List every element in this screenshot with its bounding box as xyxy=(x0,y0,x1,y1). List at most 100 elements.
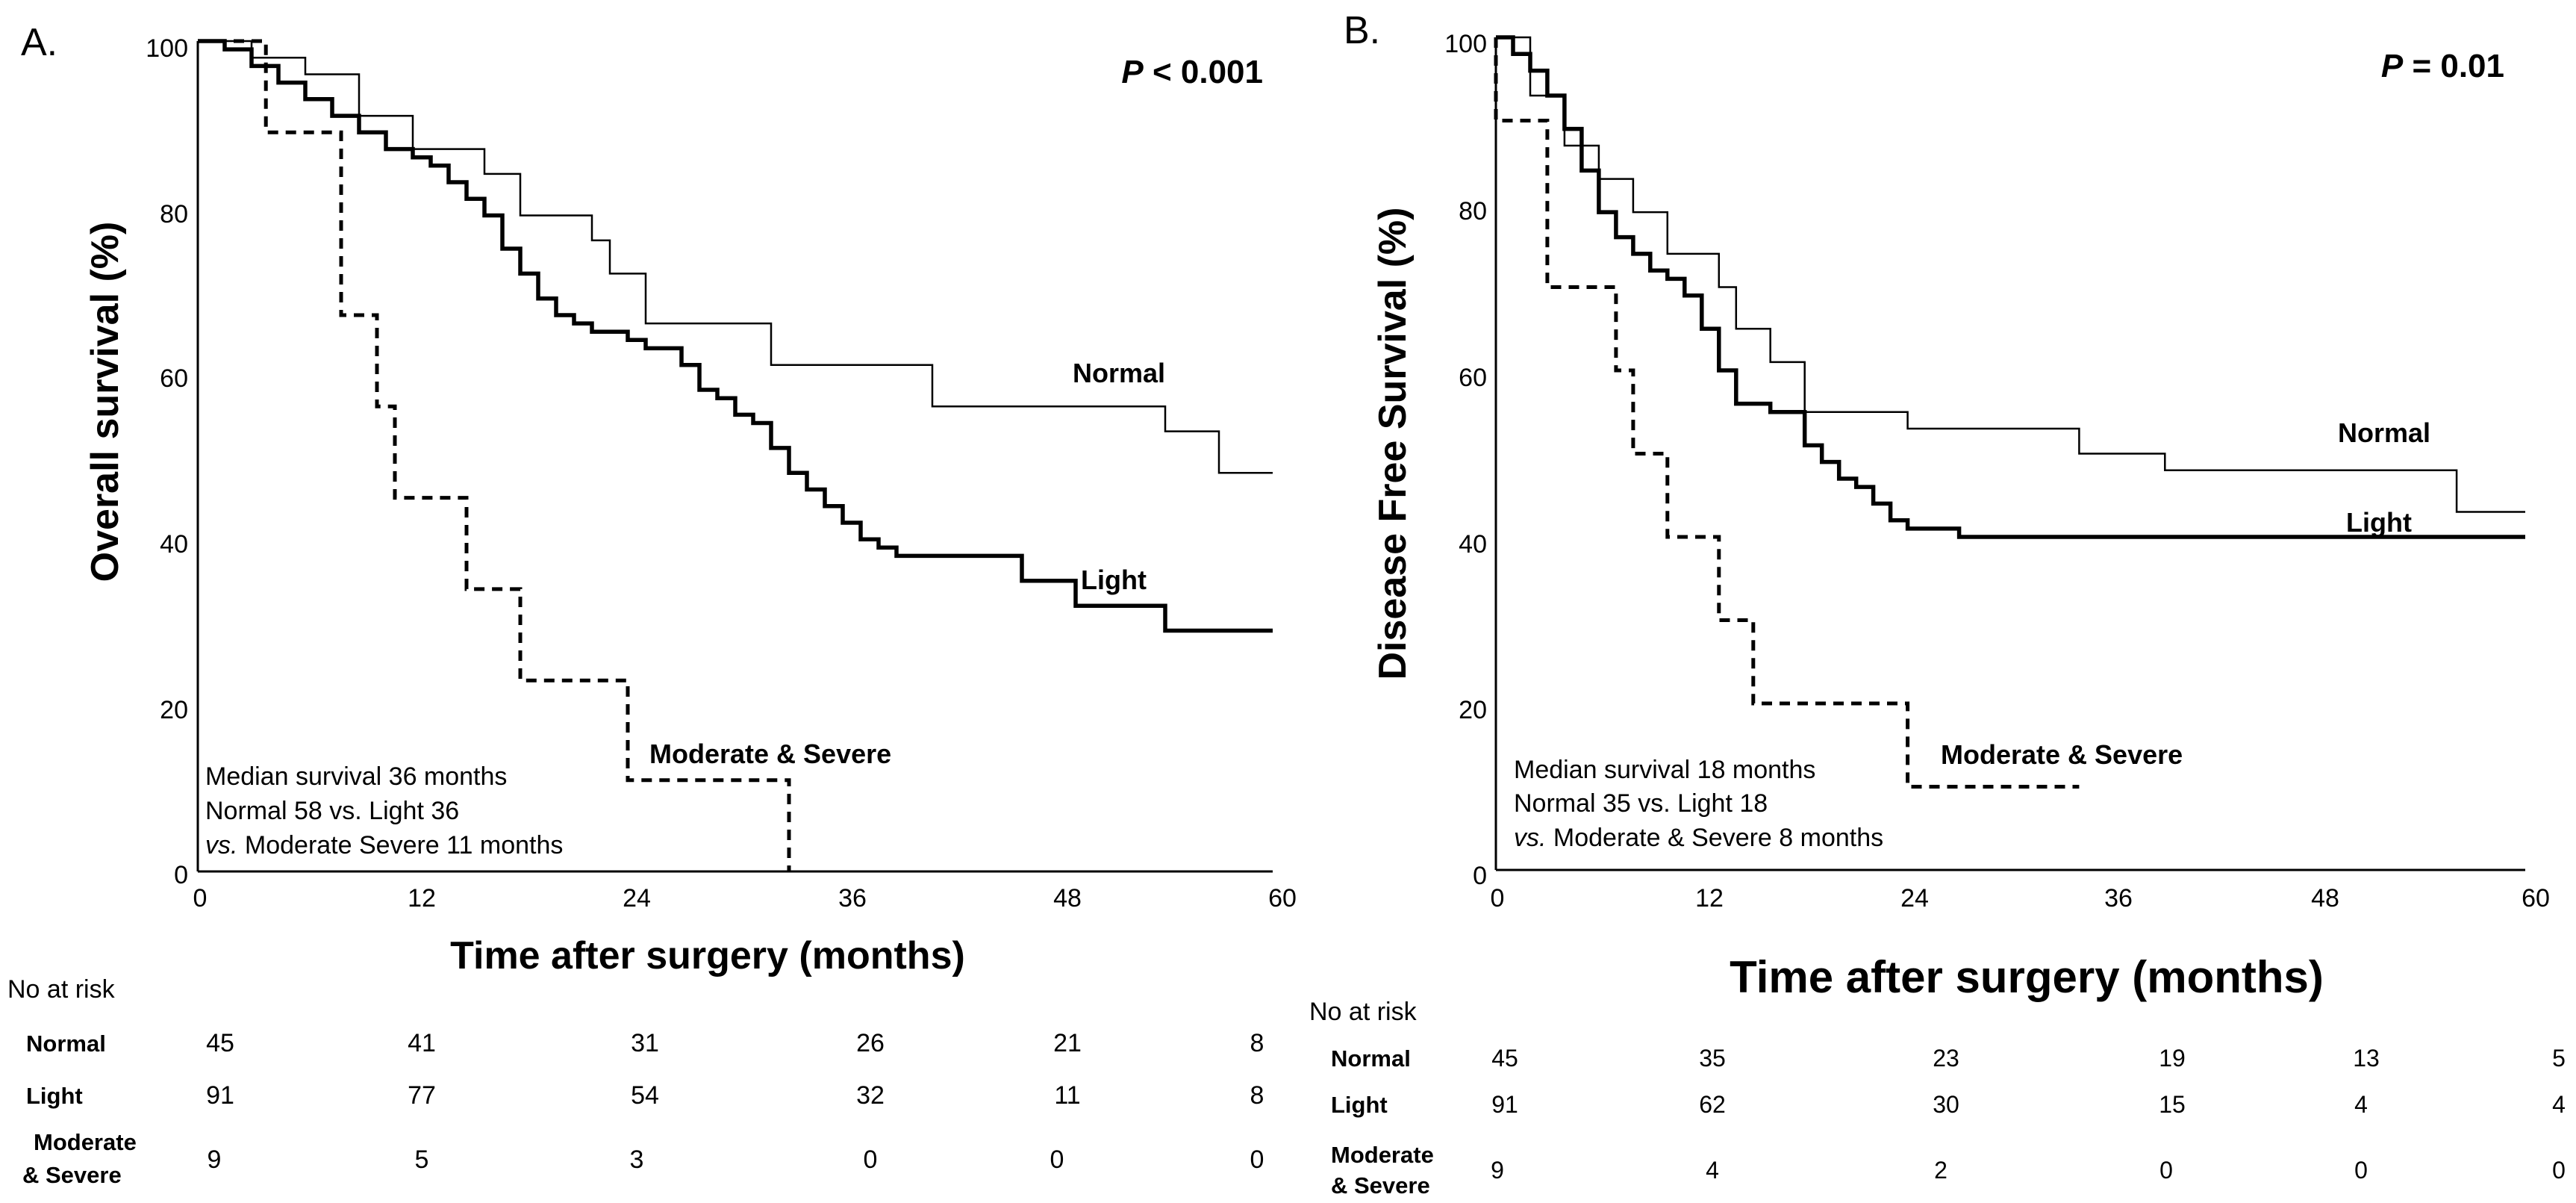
panel-a-xtick-48: 48 xyxy=(1053,884,1082,913)
panel-b-risk-modsev-12: 4 xyxy=(1706,1157,1719,1184)
panel-b-series-label-light: Light xyxy=(2346,507,2412,538)
panel-b-ytick-80: 80 xyxy=(1459,197,1487,226)
panel-b-ytick-40: 40 xyxy=(1459,530,1487,559)
panel-a-risk-light-12: 77 xyxy=(408,1081,436,1110)
panel-a-p-value: P < 0.001 xyxy=(1121,54,1263,90)
panel-b-xtick-12: 12 xyxy=(1695,884,1724,913)
panel-b-curve-light xyxy=(1496,35,2525,539)
panel-b-label: B. xyxy=(1344,9,1380,52)
panel-b-y-ticks: 100 80 60 40 20 0 xyxy=(1444,30,1487,890)
panel-a-risk-light-36: 32 xyxy=(856,1081,885,1110)
panel-a-xtick-24: 24 xyxy=(623,884,651,913)
panel-b-annotation-line-2: Normal 35 vs. Light 18 xyxy=(1514,789,1768,818)
panel-b-risk-modsev-0: 9 xyxy=(1491,1157,1504,1184)
panel-b-risk-header: No at risk xyxy=(1309,998,1418,1026)
panel-a-ytick-20: 20 xyxy=(160,696,188,724)
panel-b-xtick-36: 36 xyxy=(2104,884,2133,913)
panel-a-y-ticks: 100 80 60 40 20 0 xyxy=(146,34,188,889)
panel-b-risk-normal-24: 23 xyxy=(1933,1045,1959,1072)
panel-a-series-label-normal: Normal xyxy=(1073,358,1165,388)
panel-b-curve-normal xyxy=(1496,36,2525,513)
panel-a-curve-normal xyxy=(198,40,1273,474)
panel-b-curves xyxy=(1494,35,2525,789)
panel-b-x-ticks: 0 12 24 36 48 60 xyxy=(1491,884,2550,913)
panel-a-ytick-40: 40 xyxy=(160,530,188,559)
panel-a-xtick-36: 36 xyxy=(838,884,867,913)
panel-a-risk-modsev-48: 0 xyxy=(1050,1146,1064,1174)
panel-a-ytick-0: 0 xyxy=(174,861,188,889)
panel-b-risk-light-60: 4 xyxy=(2552,1091,2566,1118)
panel-a-xtick-0: 0 xyxy=(193,884,208,913)
panel-a-risk-modsev-24: 3 xyxy=(630,1146,644,1174)
panel-b-risk-modsev-48: 0 xyxy=(2354,1157,2368,1184)
panel-a-risk-normal-0: 45 xyxy=(206,1029,234,1057)
panel-a-risk-modsev-12: 5 xyxy=(415,1146,429,1174)
panel-a-risk-header: No at risk xyxy=(7,975,116,1004)
panel-b-risk-light-48: 4 xyxy=(2354,1091,2368,1118)
panel-a-curve-moderate-and-severe xyxy=(198,39,791,871)
panel-a-risk-light-48: 11 xyxy=(1054,1081,1080,1110)
panel-b-x-axis-label: Time after surgery (months) xyxy=(1730,952,2324,1002)
panel-b-risk-light-36: 15 xyxy=(2159,1091,2186,1118)
panel-b-risk-normal-60: 5 xyxy=(2552,1045,2566,1072)
panel-a-risk-label-moderate: Moderate xyxy=(34,1129,137,1155)
panel-a-x-ticks: 0 12 24 36 48 60 xyxy=(193,884,1297,913)
panel-a-annotation-line-2: Normal 58 vs. Light 36 xyxy=(205,797,459,825)
panel-a-y-axis-label: Overall survival (%) xyxy=(84,222,127,582)
panel-b-ytick-20: 20 xyxy=(1459,696,1487,724)
panel-b-risk-normal-36: 19 xyxy=(2159,1045,2186,1072)
panel-a-curves xyxy=(198,39,1273,871)
panel-a-series-label-light: Light xyxy=(1081,565,1147,595)
panel-a-x-axis-label: Time after surgery (months) xyxy=(450,934,965,977)
panel-a-risk-normal-12: 41 xyxy=(408,1029,436,1057)
panel-a-axes xyxy=(196,41,1273,873)
panel-a-xtick-60: 60 xyxy=(1268,884,1297,913)
panel-b-xtick-0: 0 xyxy=(1491,884,1505,913)
panel-b-risk-modsev-24: 2 xyxy=(1934,1157,1947,1184)
panel-b-risk-normal-48: 13 xyxy=(2353,1045,2380,1072)
panel-b-y-axis-label: Disease Free Survival (%) xyxy=(1371,208,1415,680)
panel-a-ytick-60: 60 xyxy=(160,364,188,393)
panel-b-risk-modsev-36: 0 xyxy=(2159,1157,2173,1184)
panel-b-p-value: P = 0.01 xyxy=(2381,48,2504,84)
panel-a-risk-label-light: Light xyxy=(26,1083,83,1109)
panel-b-curve-moderate-and-severe xyxy=(1494,37,2080,789)
panel-a-risk-light-60: 8 xyxy=(1250,1081,1264,1110)
panel-b-risk-normal-0: 45 xyxy=(1491,1045,1518,1072)
panel-a-overall-survival: A. 100 80 60 40 20 0 0 12 24 36 48 60 Ov… xyxy=(7,21,1297,1188)
panel-a-risk-normal-36: 26 xyxy=(856,1029,885,1057)
panel-a-risk-label-severe: & Severe xyxy=(22,1162,122,1188)
panel-b-ytick-100: 100 xyxy=(1444,30,1487,58)
panel-b-annotation-line-3: vs. Moderate & Severe 8 months xyxy=(1514,824,1883,852)
panel-a-annotation-line-3: vs. Moderate Severe 11 months xyxy=(205,831,563,859)
panel-b-ytick-0: 0 xyxy=(1473,862,1487,890)
panel-b-risk-label-normal: Normal xyxy=(1331,1045,1411,1072)
panel-a-risk-normal-60: 8 xyxy=(1250,1029,1264,1057)
panel-a-xtick-12: 12 xyxy=(408,884,436,913)
panel-a-ytick-100: 100 xyxy=(146,34,188,63)
panel-b-median-annotation: Median survival 18 months Normal 35 vs. … xyxy=(1514,756,1883,852)
panel-b-annotation-line-1: Median survival 18 months xyxy=(1514,756,1815,784)
panel-b-disease-free-survival: B. 100 80 60 40 20 0 0 12 24 36 48 60 Di… xyxy=(1309,9,2566,1199)
panel-a-risk-light-0: 91 xyxy=(206,1081,234,1110)
panel-a-risk-light-24: 54 xyxy=(631,1081,659,1110)
panel-b-series-label-normal: Normal xyxy=(2338,417,2430,448)
panel-a-ytick-80: 80 xyxy=(160,200,188,229)
panel-a-risk-modsev-60: 0 xyxy=(1250,1146,1264,1174)
panel-b-risk-light-0: 91 xyxy=(1491,1091,1518,1118)
panel-a-risk-modsev-36: 0 xyxy=(864,1146,878,1174)
panel-a-risk-label-normal: Normal xyxy=(26,1031,106,1057)
panel-b-risk-label-light: Light xyxy=(1331,1092,1388,1118)
panel-b-xtick-48: 48 xyxy=(2311,884,2339,913)
panel-a-risk-normal-48: 21 xyxy=(1053,1029,1082,1057)
panel-b-risk-light-12: 62 xyxy=(1699,1091,1726,1118)
panel-b-ytick-60: 60 xyxy=(1459,364,1487,392)
panel-b-risk-modsev-60: 0 xyxy=(2552,1157,2566,1184)
panel-b-axes xyxy=(1494,37,2525,871)
panel-b-risk-table: No at risk Normal Light Moderate & Sever… xyxy=(1309,998,2566,1199)
panel-b-xtick-60: 60 xyxy=(2522,884,2550,913)
panel-a-series-label-moderate-severe: Moderate & Severe xyxy=(649,739,891,769)
panel-a-curve-light xyxy=(198,39,1273,633)
panel-b-series-label-moderate-severe: Moderate & Severe xyxy=(1941,739,2183,770)
